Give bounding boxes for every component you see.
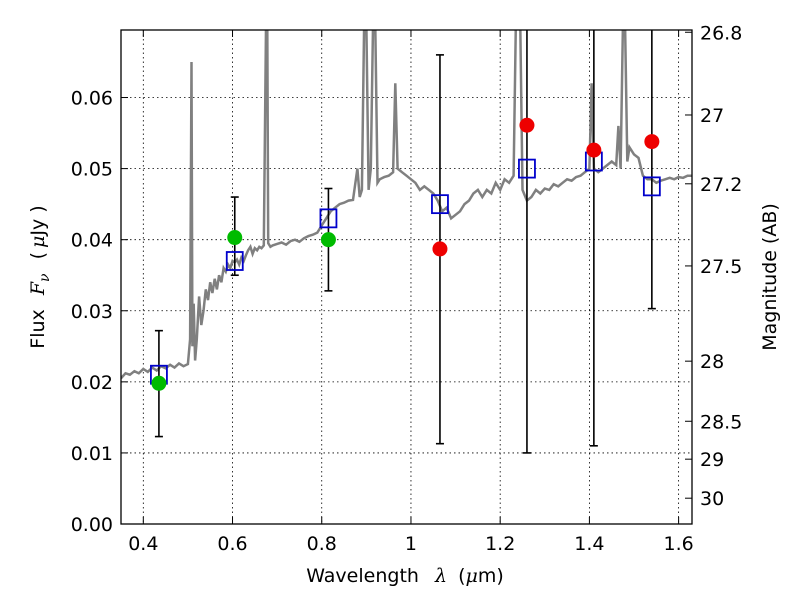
y2-tick-label: 30 [700,488,724,510]
y-tick-label: 0.06 [71,88,113,110]
green-observed-point [227,230,243,246]
x-axis-unit-rest: m) [478,565,504,587]
green-observed-point [151,375,167,391]
y-tick-label: 0.03 [71,301,113,323]
y-axis-label-text: Flux [27,309,49,349]
y2-tick-label: 27.5 [700,256,742,278]
y-axis-unit-open: ( [27,252,49,259]
y2-tick-label: 27 [700,105,724,127]
model-square-marker [518,158,536,179]
y-axis-unit-mu: μ [27,236,49,248]
y2-ticks: 26.8 27 27.2 27.5 28 28.5 29 30 [685,22,742,510]
y-axis-symbol: F [27,281,49,296]
x-tick-label: 0.6 [217,533,247,555]
x-ticks: 0.4 0.6 0.8 1 1.2 1.4 1.6 [128,30,694,555]
x-axis-label: Wavelength λ (μm) [306,565,504,587]
spectrum-layer [121,30,692,380]
plot-frame [120,29,693,525]
grid [121,30,692,524]
red-observed-point [432,241,448,257]
x-axis-label-text: Wavelength [306,565,419,587]
x-axis-symbol: λ [434,565,447,587]
y2-axis-label: Magnitude (AB) [759,203,781,351]
y-axis-unit-rest: Jy ) [27,205,49,236]
model-square-marker [642,176,661,197]
x-tick-label: 0.8 [307,533,337,555]
red-observed-point [644,134,660,150]
x-tick-label: 0.4 [128,533,158,555]
x-axis-unit-mu: μ [466,565,478,587]
y-tick-label: 0.02 [71,372,113,394]
y-tick-label: 0.01 [71,443,113,465]
y2-tick-label: 28.5 [700,411,742,433]
y2-tick-label: 26.8 [700,22,742,44]
observed-markers [151,117,660,391]
y-axis-subscript: ν [37,273,53,282]
y-ticks: 0.00 0.01 0.02 0.03 0.04 0.05 0.06 [71,88,128,536]
model-square-marker [319,208,338,229]
x-tick-label: 1.2 [485,533,515,555]
model-square-marker [225,251,244,271]
y-tick-label: 0.04 [71,230,113,252]
red-observed-point [586,142,602,158]
y2-tick-label: 27.2 [700,174,742,196]
red-observed-point [519,117,535,133]
model-markers [150,151,661,385]
y-tick-label: 0.00 [71,514,113,536]
x-axis-unit-open: ( [458,565,465,587]
x-tick-label: 1 [405,533,417,555]
y2-tick-label: 29 [700,449,724,471]
green-observed-point [320,232,336,248]
spectrum-line [121,30,692,380]
y-tick-label: 0.05 [71,159,113,181]
y-axis-label: Flux Fν ( μJy ) [27,205,54,348]
x-tick-label: 1.4 [574,533,604,555]
y2-tick-label: 28 [700,351,724,373]
model-square-marker [431,194,449,215]
x-tick-label: 1.6 [664,533,694,555]
